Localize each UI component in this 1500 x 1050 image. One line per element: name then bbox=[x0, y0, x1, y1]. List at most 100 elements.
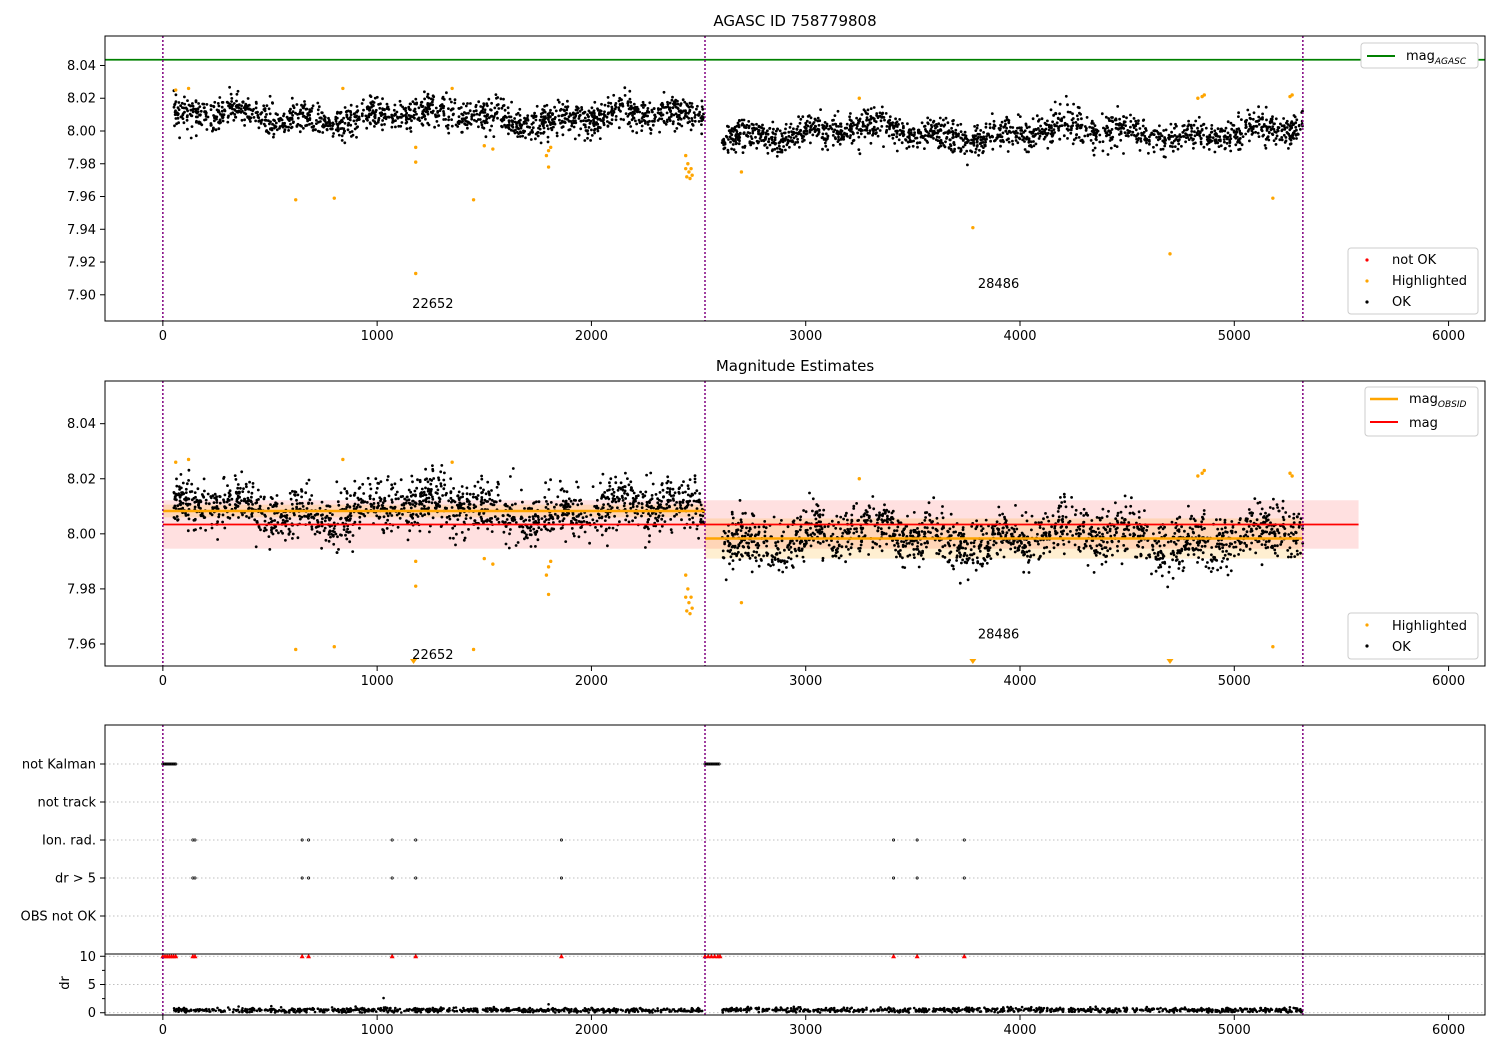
estimates-ok-point bbox=[460, 531, 464, 534]
agasc-ok-point bbox=[697, 120, 701, 123]
estimates-ok-point bbox=[300, 515, 304, 519]
estimates-ok-point bbox=[328, 505, 332, 508]
estimates-ok-point bbox=[255, 520, 259, 523]
agasc-ok-point bbox=[586, 136, 589, 140]
agasc-ok-point bbox=[855, 124, 859, 128]
agasc-ok-point bbox=[215, 115, 219, 119]
estimates-ok-point bbox=[672, 494, 676, 497]
estimates-ok-point bbox=[460, 485, 464, 488]
agasc-ok-point bbox=[1259, 117, 1263, 121]
estimates-ok-point bbox=[520, 515, 523, 519]
estimates-ok-point bbox=[187, 517, 191, 521]
agasc-ok-point bbox=[669, 110, 672, 113]
estimates-ok-point bbox=[804, 510, 808, 514]
agasc-ok-point bbox=[849, 112, 852, 115]
panel-estimates-title: Magnitude Estimates bbox=[716, 357, 874, 375]
estimates-ok-point bbox=[1123, 494, 1127, 498]
agasc-ok-point bbox=[682, 116, 686, 120]
estimates-ok-point bbox=[656, 501, 660, 505]
agasc-ok-point bbox=[456, 120, 460, 124]
agasc-ok-point bbox=[1209, 140, 1213, 143]
agasc-ok-point bbox=[1294, 125, 1298, 129]
estimates-ok-point bbox=[1070, 496, 1073, 499]
agasc-ok-point bbox=[778, 129, 782, 133]
agasc-ok-point bbox=[1288, 135, 1292, 138]
agasc-ok-point bbox=[689, 128, 693, 132]
agasc-ok-point bbox=[1046, 119, 1049, 123]
estimates-ok-point bbox=[275, 494, 279, 497]
estimates-ok-point bbox=[490, 517, 494, 520]
agasc-ok-point bbox=[1184, 140, 1187, 144]
agasc-ok-point bbox=[534, 118, 538, 122]
agasc-ok-point bbox=[1144, 129, 1148, 132]
estimates-ok-point bbox=[443, 483, 447, 487]
agasc-ok-point bbox=[497, 107, 501, 110]
agasc-ok-point bbox=[895, 149, 899, 153]
agasc-ok-point bbox=[1143, 138, 1146, 141]
estimates-ok-point bbox=[623, 491, 626, 495]
agasc-ok-point bbox=[1102, 126, 1105, 130]
estimates-ok-point bbox=[221, 520, 225, 524]
agasc-ok-point bbox=[916, 128, 920, 132]
estimates-ok-point bbox=[640, 506, 644, 510]
agasc-ok-point bbox=[586, 132, 590, 136]
agasc-ok-point bbox=[850, 141, 854, 145]
agasc-ok-point bbox=[918, 141, 922, 145]
agasc-ok-point bbox=[923, 147, 926, 151]
estimates-ok-point bbox=[865, 513, 869, 517]
estimates-ok-point bbox=[600, 515, 604, 519]
estimates-ok-point bbox=[624, 471, 627, 475]
estimates-ok-point bbox=[923, 526, 927, 529]
agasc-ok-point bbox=[483, 108, 487, 112]
estimates-ok-point bbox=[376, 501, 380, 505]
estimates-ok-point bbox=[223, 493, 227, 497]
estimates-ok-point bbox=[472, 503, 476, 507]
agasc-ok-point bbox=[1143, 134, 1147, 138]
agasc-ok-point bbox=[650, 108, 654, 112]
agasc-ok-point bbox=[773, 142, 777, 146]
agasc-ok-point bbox=[408, 108, 412, 111]
agasc-ok-point bbox=[821, 147, 824, 151]
agasc-ok-point bbox=[1260, 129, 1264, 133]
agasc-ok-point bbox=[507, 132, 510, 136]
agasc-ok-point bbox=[204, 111, 208, 115]
agasc-ok-point bbox=[1197, 115, 1201, 119]
agasc-ok-point bbox=[592, 109, 596, 113]
estimates-ok-point bbox=[451, 526, 455, 530]
agasc-ok-point bbox=[1118, 117, 1121, 121]
agasc-ok-point bbox=[304, 124, 307, 128]
agasc-ok-point bbox=[737, 142, 741, 146]
agasc-ok-point bbox=[764, 143, 767, 146]
agasc-ok-point bbox=[368, 112, 371, 116]
estimates-ok-point bbox=[547, 518, 551, 521]
agasc-ok-point bbox=[865, 126, 869, 130]
agasc-ok-point bbox=[1182, 129, 1186, 132]
agasc-ok-point bbox=[1063, 121, 1067, 125]
agasc-ok-point bbox=[773, 136, 777, 140]
agasc-ok-point bbox=[678, 116, 682, 119]
estimates-ok-point bbox=[509, 475, 512, 478]
agasc-ok-point bbox=[296, 116, 300, 120]
agasc-ok-point bbox=[1060, 124, 1064, 127]
agasc-ok-point bbox=[673, 129, 677, 133]
estimates-ok-point bbox=[215, 501, 219, 504]
agasc-ok-point bbox=[959, 130, 963, 134]
estimates-ok-point bbox=[431, 497, 435, 501]
estimates-ok-point bbox=[593, 505, 596, 508]
agasc-ok-point bbox=[819, 108, 822, 111]
agasc-ok-point bbox=[1038, 134, 1042, 138]
estimates-ok-point bbox=[431, 464, 434, 467]
agasc-ok-point bbox=[460, 112, 464, 116]
agasc-ok-point bbox=[1045, 123, 1049, 127]
agasc-ok-point bbox=[1196, 133, 1200, 136]
agasc-ok-point bbox=[849, 134, 852, 137]
agasc-ok-point bbox=[1163, 144, 1167, 148]
estimates-ok-point bbox=[573, 518, 577, 521]
agasc-ok-point bbox=[646, 107, 650, 110]
agasc-ok-point bbox=[720, 141, 724, 145]
agasc-ok-point bbox=[519, 123, 522, 127]
agasc-ok-point bbox=[865, 118, 868, 122]
agasc-ok-point bbox=[1181, 124, 1185, 128]
agasc-ok-point bbox=[1115, 145, 1119, 149]
agasc-ok-point bbox=[291, 114, 294, 117]
